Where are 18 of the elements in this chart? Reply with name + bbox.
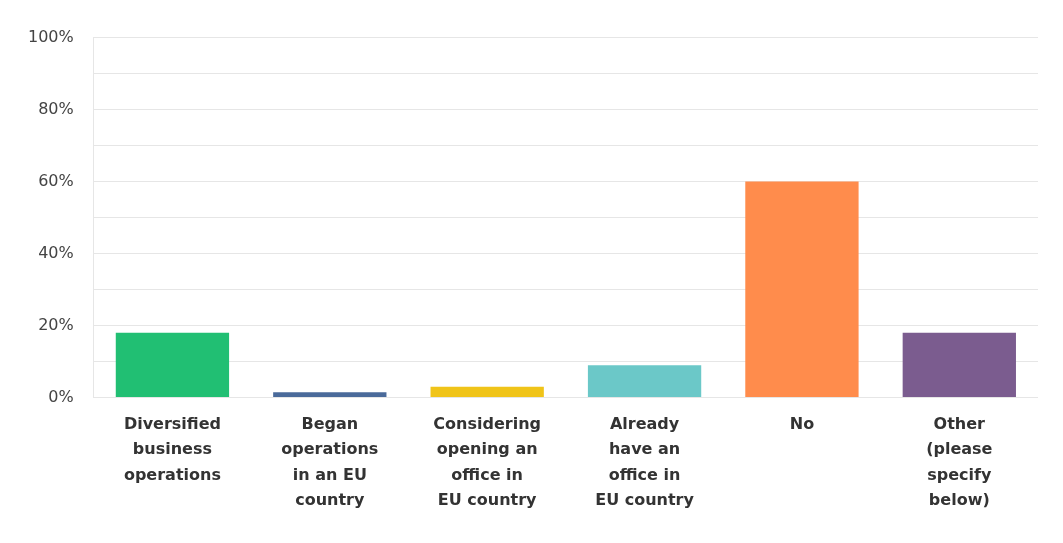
bar [902,332,1016,398]
y-tick-label: 60% [38,170,74,190]
y-tick-label: 100% [27,26,74,46]
x-tick-label: No [789,413,815,433]
y-tick-label: 0% [48,386,74,406]
x-tick-label: Diversified business operations [123,413,221,484]
bar [115,332,230,398]
bar [587,365,702,398]
x-tick-label: Considering opening an office in EU country [433,413,542,510]
y-tick-label: 80% [38,98,74,118]
x-tick-label: Began operations in an EU country [281,413,379,510]
bar [273,392,387,398]
bar [430,386,544,398]
bar [745,181,859,398]
y-tick-label: 20% [38,314,74,334]
x-tick-label: Other (please specify below) [926,413,993,510]
y-tick-label: 40% [38,242,74,262]
x-tick-label: Already have an office in EU country [595,413,695,510]
